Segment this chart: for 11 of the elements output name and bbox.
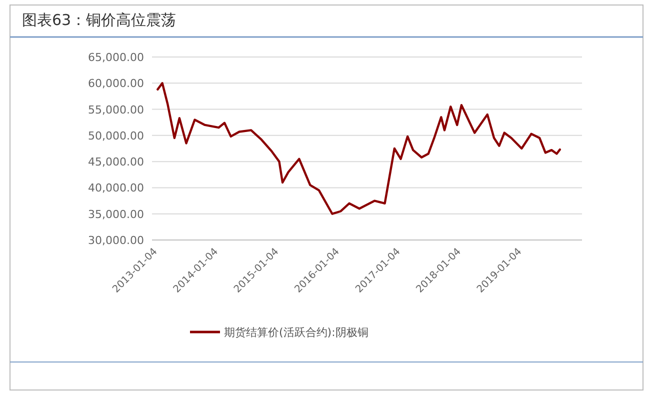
y-tick-label: 55,000.00 bbox=[88, 103, 144, 116]
legend-label: 期货结算价(活跃合约):阴极铜 bbox=[224, 326, 368, 339]
y-tick-label: 60,000.00 bbox=[88, 77, 144, 90]
y-tick-label: 30,000.00 bbox=[88, 234, 144, 247]
line-series bbox=[156, 82, 561, 215]
chart-title: 图表63：铜价高位震荡 bbox=[22, 11, 176, 29]
y-tick-label: 65,000.00 bbox=[88, 51, 144, 64]
y-tick-label: 50,000.00 bbox=[88, 129, 144, 142]
y-tick-label: 40,000.00 bbox=[88, 182, 144, 195]
y-tick-label: 45,000.00 bbox=[88, 156, 144, 169]
y-tick-label: 35,000.00 bbox=[88, 208, 144, 221]
